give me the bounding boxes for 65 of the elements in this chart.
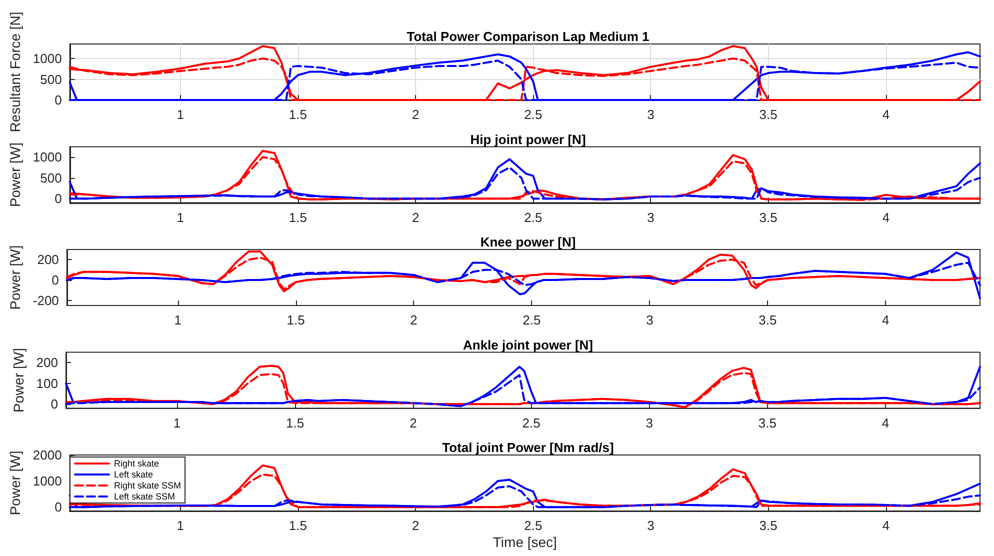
chart-title: Hip joint power [N] (470, 132, 586, 147)
y-tick-label: 0 (54, 191, 62, 206)
x-tick-label: 1.5 (288, 210, 307, 225)
y-tick-label: 0 (52, 272, 59, 288)
x-tick-label: 2 (410, 415, 417, 430)
x-tick-label: 2 (412, 107, 420, 122)
x-tick-label: 1 (173, 415, 181, 430)
chart-title: Ankle joint power [N] (463, 337, 593, 352)
y-tick-label: 2000 (32, 448, 62, 462)
y-tick-label: 200 (37, 252, 59, 268)
x-tick-label: 4 (882, 107, 890, 122)
x-tick-label: 4 (882, 518, 890, 533)
x-tick-label: 2.5 (524, 518, 542, 533)
x-tick-label: 4 (882, 415, 890, 430)
legend-label: Right skate SSM (114, 480, 182, 490)
legend-label: Left skate SSM (114, 492, 176, 502)
x-tick-label: 1.5 (288, 518, 307, 533)
y-tick-label: 100 (36, 376, 58, 391)
x-tick-label: 4 (882, 210, 890, 225)
x-tick-label: 3.5 (758, 312, 777, 328)
x-tick-label: 2.5 (522, 312, 541, 328)
x-tick-label: 1 (176, 107, 184, 122)
x-tick-label: 3.5 (759, 210, 778, 225)
x-tick-label: 3.5 (759, 107, 778, 122)
chart-title: Total Power Comparison Lap Medium 1 (406, 29, 650, 44)
x-tick-label: 1 (174, 312, 182, 328)
x-tick-label: 1.5 (286, 312, 305, 328)
x-tick-label: 3 (646, 312, 654, 328)
x-tick-label: 3 (646, 415, 653, 430)
y-axis-title: Power [W] (7, 450, 23, 516)
x-tick-label: 2 (412, 210, 420, 225)
chart-title: Total joint Power [Nm rad/s] (442, 440, 614, 455)
y-tick-label: 1000 (32, 51, 62, 66)
y-axis-title: Power [W] (7, 142, 23, 208)
y-tick-label: 200 (36, 355, 58, 370)
x-tick-label: 2 (410, 312, 418, 328)
chart-title: Knee power [N] (480, 234, 576, 250)
x-tick-label: 3.5 (759, 518, 778, 533)
legend-label: Left skate (114, 470, 154, 480)
y-tick-label: 500 (40, 72, 62, 87)
x-tick-label: 3 (647, 107, 654, 122)
y-tick-label: -200 (32, 292, 59, 308)
y-axis-title: Resultant Force [N] (7, 12, 23, 132)
y-tick-label: 500 (40, 170, 62, 186)
x-tick-label: 4 (882, 312, 890, 328)
x-tick-label: 1 (176, 518, 184, 533)
x-tick-label: 1.5 (286, 415, 304, 430)
y-axis-title: Power [W] (10, 348, 26, 413)
legend-label: Right skate (114, 458, 160, 468)
x-axis-title: Time [sec] (492, 534, 557, 550)
y-tick-label: 0 (54, 500, 62, 515)
x-tick-label: 3.5 (758, 415, 776, 430)
x-tick-label: 1.5 (288, 107, 307, 122)
x-tick-label: 2.5 (522, 415, 540, 430)
x-tick-label: 2 (412, 518, 420, 533)
y-tick-label: 0 (54, 92, 62, 108)
y-tick-label: 0 (50, 396, 58, 412)
x-tick-label: 2.5 (524, 107, 542, 122)
x-tick-label: 2.5 (524, 210, 542, 225)
y-tick-label: 1000 (32, 474, 62, 489)
y-axis-title: Power [W] (7, 245, 23, 310)
y-tick-label: 1000 (32, 150, 62, 165)
x-tick-label: 1 (176, 210, 184, 225)
x-tick-label: 3 (647, 518, 654, 533)
x-tick-label: 3 (647, 210, 654, 225)
